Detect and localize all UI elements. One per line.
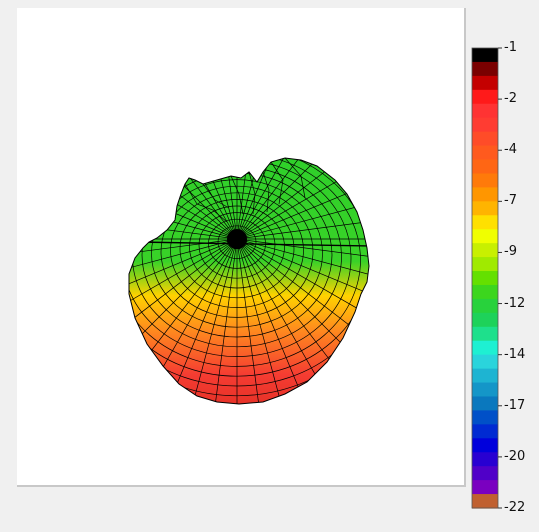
colorbar-band (472, 61, 498, 77)
colorbar-band (472, 424, 498, 439)
colorbar-band (472, 159, 498, 175)
colorbar-band (472, 340, 498, 356)
colorbar-band (472, 48, 498, 63)
colorbar-band (472, 117, 498, 133)
colorbar-band (472, 145, 498, 161)
colorbar-tick-label: -12 (504, 295, 526, 311)
surface-mesh (128, 157, 370, 405)
colorbar-tick-label: -4 (504, 142, 517, 158)
colorbar-band (472, 368, 498, 384)
colorbar-tick-label: -2 (504, 91, 517, 107)
colorbar-tick-label: -1 (504, 40, 517, 55)
colorbar-band (472, 354, 498, 370)
colorbar-band (472, 257, 498, 272)
colorbar-band (472, 103, 498, 119)
colorbar-band (472, 243, 498, 258)
colorbar-band (472, 382, 498, 398)
colorbar-tick-label: -9 (504, 244, 517, 260)
colorbar-band (472, 187, 498, 202)
colorbar-band (472, 494, 498, 509)
colorbar-band (472, 229, 498, 244)
colorbar-band (472, 215, 498, 230)
colorbar: -1 -2 -4 -7 -9 -12 -14 -17 -20 -22 (470, 41, 539, 515)
plot-area[interactable] (17, 8, 466, 487)
colorbar-band (472, 452, 498, 467)
colorbar-band (472, 410, 498, 425)
colorbar-gradient (471, 47, 502, 509)
colorbar-band (472, 326, 498, 342)
colorbar-band (472, 466, 498, 481)
colorbar-band (472, 201, 498, 216)
colorbar-band (472, 131, 498, 147)
colorbar-band (472, 75, 498, 91)
colorbar-band (472, 173, 498, 188)
colorbar-band (472, 438, 498, 453)
colorbar-band (472, 284, 498, 300)
colorbar-band (472, 271, 498, 286)
surface-plot (128, 157, 370, 405)
colorbar-tick-label: -17 (504, 397, 526, 413)
colorbar-band (472, 89, 498, 105)
colorbar-band (472, 298, 498, 314)
colorbar-tick-label: -14 (504, 346, 526, 362)
colorbar-band (472, 396, 498, 412)
colorbar-tick-label: -7 (504, 193, 517, 209)
colorbar-tick-label: -22 (504, 500, 526, 515)
colorbar-band (472, 312, 498, 328)
singularity-point (227, 229, 247, 249)
colorbar-band (472, 480, 498, 495)
colorbar-tick-label: -20 (504, 448, 526, 464)
